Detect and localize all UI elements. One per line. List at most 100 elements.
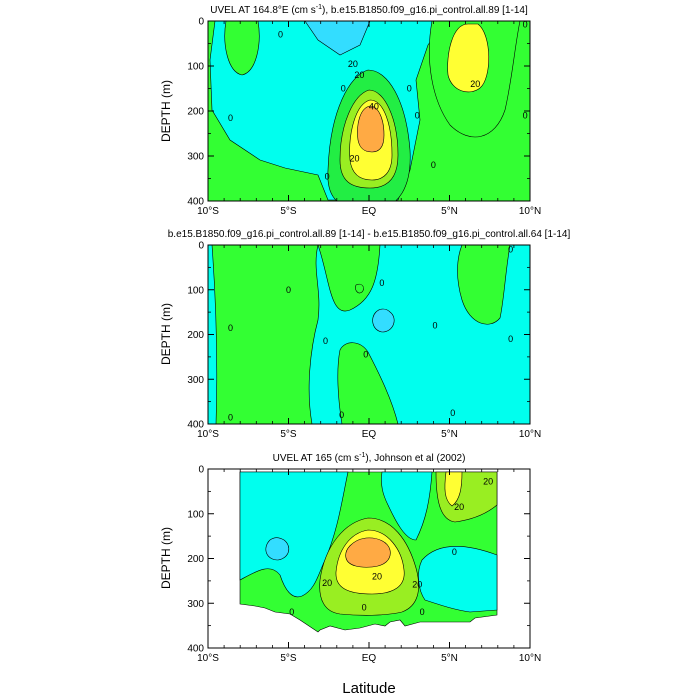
panel-2-green-mid-region <box>317 245 381 312</box>
panel-3-yellow-right-top <box>444 471 463 507</box>
contour-label: 0 <box>341 84 346 94</box>
panel-2-axes: 10°S 5°S EQ 5°N 10°N 0 100 200 300 400 <box>187 241 541 441</box>
panel-1-yellow-right-blob <box>447 23 490 93</box>
panel-3-cyan-upper-right <box>381 471 433 541</box>
y-tick-label: 200 <box>187 107 204 118</box>
x-tick-label: 5°N <box>441 206 458 217</box>
contour-label: 0 <box>431 160 436 170</box>
contour-label: 0 <box>523 111 528 121</box>
contour-label: 0 <box>420 607 425 617</box>
contour-label: 20 <box>454 502 464 512</box>
contour-label: 0 <box>379 278 384 288</box>
contour-label: 0 <box>278 30 283 40</box>
panel-2-small-green-blob <box>355 283 364 294</box>
y-tick-label: 400 <box>187 197 204 208</box>
y-tick-label: 100 <box>187 62 204 73</box>
contour-label: 40 <box>369 102 379 112</box>
contour-label: 20 <box>354 70 364 80</box>
x-tick-label: 10°N <box>519 429 541 440</box>
y-tick-label: 200 <box>187 554 204 565</box>
y-tick-label: 0 <box>198 465 204 476</box>
x-tick-label: EQ <box>362 206 377 217</box>
y-tick-label: 100 <box>187 285 204 296</box>
x-tick-label: 5°S <box>280 653 297 664</box>
x-tick-label: 5°S <box>280 429 297 440</box>
panel-2-green-right-region <box>457 245 511 325</box>
contour-label: 0 <box>363 350 368 360</box>
panel-3-contour-field <box>239 471 498 633</box>
y-tick-label: 400 <box>187 644 204 655</box>
contour-label: 0 <box>228 323 233 333</box>
panel-3-title: UVEL AT 165 (cm s-1), Johnson et al (200… <box>273 452 466 464</box>
contour-label: 20 <box>483 477 493 487</box>
contour-label: 0 <box>286 285 291 295</box>
contour-label: 0 <box>228 113 233 123</box>
panel-3-contour-labels: 20 20 0 20 20 20 0 0 0 <box>289 477 493 618</box>
contour-label: 20 <box>470 79 480 89</box>
panel-2-green-left-region <box>208 245 320 424</box>
panel-1-title: UVEL AT 164.8°E (cm s-1), b.e15.B1850.f0… <box>210 4 528 16</box>
panel-1-light-blue-region <box>304 21 371 56</box>
x-tick-label: 10°S <box>197 429 219 440</box>
contour-label: 0 <box>452 547 457 557</box>
panel-3-ylabel: DEPTH (m) <box>159 527 173 589</box>
panel-3-cyan-left-region <box>239 471 349 598</box>
y-tick-label: 300 <box>187 375 204 386</box>
y-tick-label: 300 <box>187 599 204 610</box>
contour-label: 0 <box>508 334 513 344</box>
x-tick-label: 10°N <box>519 206 541 217</box>
y-tick-label: 300 <box>187 152 204 163</box>
panel-1-ylabel: DEPTH (m) <box>159 80 173 142</box>
contour-label: 0 <box>323 336 328 346</box>
contour-label: 0 <box>407 84 412 94</box>
panel-2-ylabel: DEPTH (m) <box>159 303 173 365</box>
contour-label: 20 <box>322 578 332 588</box>
panel-2-contour-field <box>208 245 530 424</box>
panel-2: b.e15.B1850.f09_g16.pi_control.all.89 [1… <box>159 229 570 440</box>
x-tick-label: 10°S <box>197 653 219 664</box>
panel-3: UVEL AT 165 (cm s-1), Johnson et al (200… <box>159 452 541 664</box>
y-tick-label: 400 <box>187 420 204 431</box>
x-tick-label: EQ <box>362 429 377 440</box>
contour-label: 20 <box>348 59 358 69</box>
panel-3-orange-core <box>345 537 391 568</box>
x-tick-label: 5°S <box>280 206 297 217</box>
panel-2-title: b.e15.B1850.f09_g16.pi_control.all.89 [1… <box>168 229 571 240</box>
y-tick-label: 0 <box>198 17 204 28</box>
panel-2-contour-labels: 0 0 0 0 0 0 0 0 0 0 0 <box>228 244 513 422</box>
panel-2-light-blue-blob <box>372 308 395 333</box>
y-tick-label: 0 <box>198 241 204 252</box>
panel-3-light-blue-patch <box>265 537 290 561</box>
panel-1: UVEL AT 164.8°E (cm s-1), b.e15.B1850.f0… <box>159 4 541 217</box>
contour-label: 20 <box>412 579 422 589</box>
contour-label: 0 <box>523 20 528 30</box>
contour-label: 0 <box>339 410 344 420</box>
x-tick-label: 5°N <box>441 653 458 664</box>
contour-label: 20 <box>350 153 360 163</box>
x-tick-label: EQ <box>362 653 377 664</box>
x-axis-label: Latitude <box>342 680 395 697</box>
contour-label: 0 <box>228 412 233 422</box>
y-tick-label: 100 <box>187 509 204 520</box>
contour-label: 0 <box>415 111 420 121</box>
x-tick-label: 10°N <box>519 653 541 664</box>
contour-label: 0 <box>450 408 455 418</box>
y-tick-label: 200 <box>187 330 204 341</box>
contour-label: 0 <box>289 607 294 617</box>
panel-1-contour-field <box>208 21 530 201</box>
x-tick-label: 5°N <box>441 429 458 440</box>
contour-label: 0 <box>433 321 438 331</box>
panel-1-orange-core <box>357 105 385 153</box>
contour-label: 20 <box>372 571 382 581</box>
x-tick-label: 10°S <box>197 206 219 217</box>
contour-label: 0 <box>325 171 330 181</box>
contour-label: 0 <box>362 603 367 613</box>
contour-label: 0 <box>508 244 513 254</box>
panel-2-green-low-region <box>337 342 399 424</box>
panel-1-green-left-blob <box>224 21 260 76</box>
panel-3-cyan-right-region <box>418 545 498 613</box>
panel-1-contour-labels: 20 0 0 0 20 40 20 0 0 0 0 20 0 0 <box>228 20 528 182</box>
